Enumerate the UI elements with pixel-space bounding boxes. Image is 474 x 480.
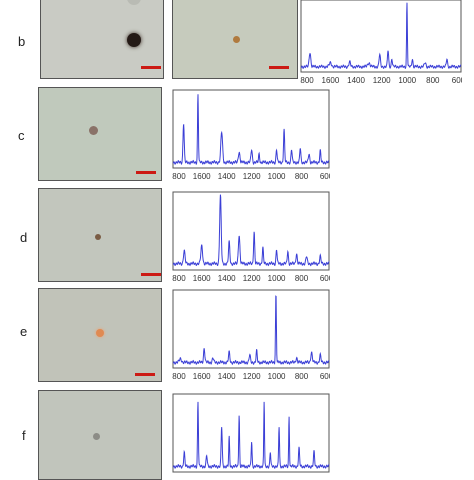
micrograph-c xyxy=(38,87,162,181)
plot-frame xyxy=(172,289,330,369)
tick-label: 1400 xyxy=(347,76,365,85)
tick-label: 1600 xyxy=(193,274,211,283)
spectrum-line xyxy=(172,295,330,366)
plot-frame xyxy=(172,191,330,271)
tick-label: 1600 xyxy=(193,172,211,181)
tick-label: 600 xyxy=(320,274,330,283)
tick-label: 1400 xyxy=(218,274,236,283)
tick-label: 1200 xyxy=(243,172,261,181)
raman-spectrum-b: 1800 1600 1400 1200 1000 800 600 xyxy=(300,0,462,85)
micrograph-b-2 xyxy=(172,0,298,79)
spectrum-line xyxy=(172,194,330,267)
tick-label: 800 xyxy=(295,372,309,381)
tick-label: 1000 xyxy=(268,172,286,181)
micrograph-f xyxy=(38,390,162,480)
particle-b-1 xyxy=(127,0,141,5)
tick-label: 1800 xyxy=(172,274,186,283)
spectrum-line xyxy=(172,401,330,470)
scale-bar-b-2 xyxy=(269,66,289,69)
tick-label: 1800 xyxy=(172,172,186,181)
micrograph-d xyxy=(38,188,162,282)
tick-label: 1400 xyxy=(218,372,236,381)
particle-b-2 xyxy=(233,36,240,43)
tick-label: 600 xyxy=(320,172,330,181)
tick-label: 600 xyxy=(320,372,330,381)
row-label-d: d xyxy=(20,230,28,245)
scale-bar-d xyxy=(141,273,161,276)
row-label-c: c xyxy=(18,128,25,143)
tick-label: 1000 xyxy=(398,76,416,85)
micrograph-e xyxy=(38,288,162,382)
tick-label: 1000 xyxy=(268,274,286,283)
particle-d xyxy=(95,234,101,240)
tick-label: 1200 xyxy=(243,274,261,283)
tick-label: 1800 xyxy=(300,76,314,85)
row-label-b: b xyxy=(18,34,26,49)
tick-label: 1400 xyxy=(218,172,236,181)
tick-label: 1600 xyxy=(322,76,340,85)
row-label-e: e xyxy=(20,324,28,339)
particle-c xyxy=(89,126,98,135)
tick-label: 1800 xyxy=(172,372,186,381)
particle-e xyxy=(96,329,104,337)
tick-label: 1000 xyxy=(268,372,286,381)
raman-spectrum-d: 1800 1600 1400 1200 1000 800 600 xyxy=(172,191,330,283)
row-label-f: f xyxy=(22,428,26,443)
particle-f xyxy=(93,433,100,440)
tick-label: 1200 xyxy=(243,372,261,381)
spectrum-line xyxy=(300,2,462,70)
scale-bar-b-1 xyxy=(141,66,161,69)
scale-bar-c xyxy=(136,171,156,174)
tick-label: 1600 xyxy=(193,372,211,381)
scale-bar-e xyxy=(135,373,155,376)
tick-label: 800 xyxy=(295,172,309,181)
raman-spectrum-c: 1800 1600 1400 1200 1000 800 600 xyxy=(172,89,330,181)
micrograph-b-1 xyxy=(40,0,164,79)
tick-label: 800 xyxy=(295,274,309,283)
raman-spectrum-f xyxy=(172,393,330,473)
tick-label: 600 xyxy=(452,76,462,85)
spectrum-line xyxy=(172,94,330,166)
raman-spectrum-e: 1800 1600 1400 1200 1000 800 600 xyxy=(172,289,330,381)
tick-label: 800 xyxy=(426,76,440,85)
tick-label: 1200 xyxy=(373,76,391,85)
particle-b-1-main xyxy=(127,33,141,47)
